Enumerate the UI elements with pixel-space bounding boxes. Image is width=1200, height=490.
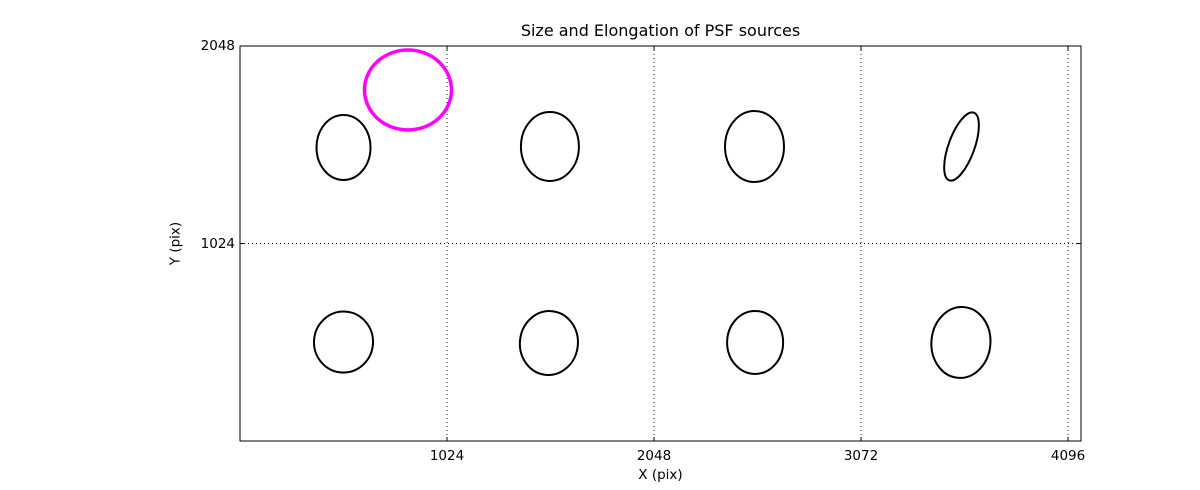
psf-ellipse-1	[315, 113, 372, 181]
chart-title: Size and Elongation of PSF sources	[520, 21, 801, 40]
y-tick-label-1024: 1024	[200, 235, 235, 252]
x-tick-label-2048: 2048	[636, 448, 672, 464]
x-tick-label-3072: 3072	[843, 448, 879, 464]
y-tick-label-2048: 2048	[200, 38, 235, 54]
highlight-circle	[362, 48, 454, 132]
psf-ellipse-7	[726, 309, 785, 375]
x-tick-label-4096: 4096	[1050, 448, 1086, 464]
psf-ellipse-4	[943, 111, 980, 182]
psf-ellipse-8	[930, 305, 992, 379]
x-tick-label-1024: 1024	[429, 448, 465, 464]
x-axis-label: X (pix)	[638, 467, 683, 483]
psf-ellipse-5	[313, 310, 375, 374]
psf-ellipse-6	[518, 310, 579, 376]
plot-border	[239, 45, 1082, 442]
psf-ellipse-2	[519, 110, 580, 182]
psf-ellipse-3	[724, 109, 786, 183]
